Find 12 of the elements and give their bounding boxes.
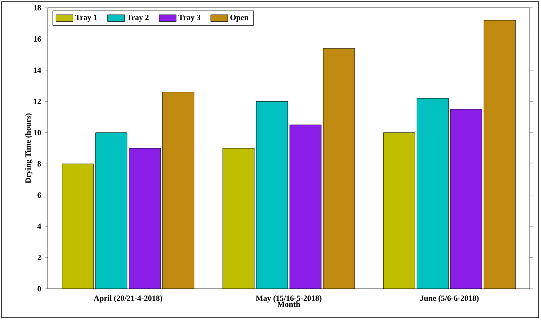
bar (416, 98, 449, 289)
bar (223, 148, 255, 289)
bar (256, 102, 288, 289)
bar (162, 92, 195, 289)
bar (484, 20, 516, 289)
bar (450, 109, 482, 289)
bar (323, 48, 355, 289)
bar (62, 164, 94, 289)
bar (383, 132, 416, 289)
bar (96, 132, 128, 289)
bar (290, 125, 322, 289)
bar (129, 148, 162, 289)
